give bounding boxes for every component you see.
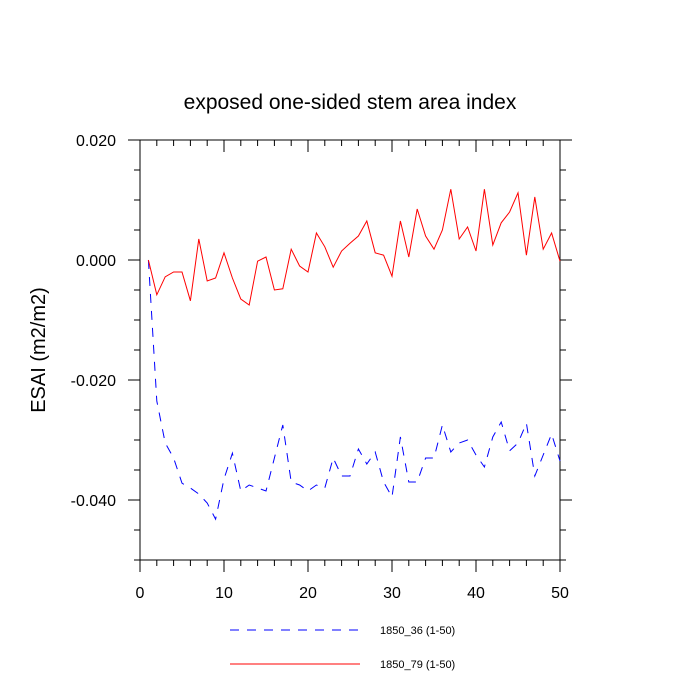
y-tick-label: 0.020 bbox=[76, 133, 116, 150]
x-tick-label: 50 bbox=[551, 585, 569, 602]
x-tick-label: 30 bbox=[383, 585, 401, 602]
y-tick-label: 0.000 bbox=[76, 253, 116, 270]
series-1850_36 bbox=[147, 259, 561, 521]
legend-label-1850_79: 1850_79 (1-50) bbox=[380, 659, 455, 671]
axis-ticks bbox=[128, 139, 572, 572]
x-tick-label: 0 bbox=[136, 585, 145, 602]
axis-tick-labels: 0 10 20 30 40 50 0.020 0.000 -0.020 -0.040 bbox=[71, 133, 569, 602]
chart-title: exposed one-sided stem area index bbox=[184, 91, 517, 114]
legend-label-1850_36: 1850_36 (1-50) bbox=[380, 625, 455, 637]
series-line-1850_79 bbox=[147, 189, 561, 306]
series-line-1850_36 bbox=[147, 259, 561, 521]
x-tick-label: 20 bbox=[299, 585, 317, 602]
y-tick-label: -0.020 bbox=[71, 373, 116, 390]
legend: 1850_36 (1-50) 1850_79 (1-50) bbox=[230, 625, 455, 671]
y-tick-label: -0.040 bbox=[71, 493, 116, 510]
y-axis-label: ESAI (m2/m2) bbox=[28, 287, 50, 413]
series-layer bbox=[147, 189, 561, 521]
plot-frame bbox=[139, 139, 561, 561]
x-tick-label: 10 bbox=[215, 585, 233, 602]
x-tick-label: 40 bbox=[467, 585, 485, 602]
series-1850_79 bbox=[147, 189, 561, 306]
